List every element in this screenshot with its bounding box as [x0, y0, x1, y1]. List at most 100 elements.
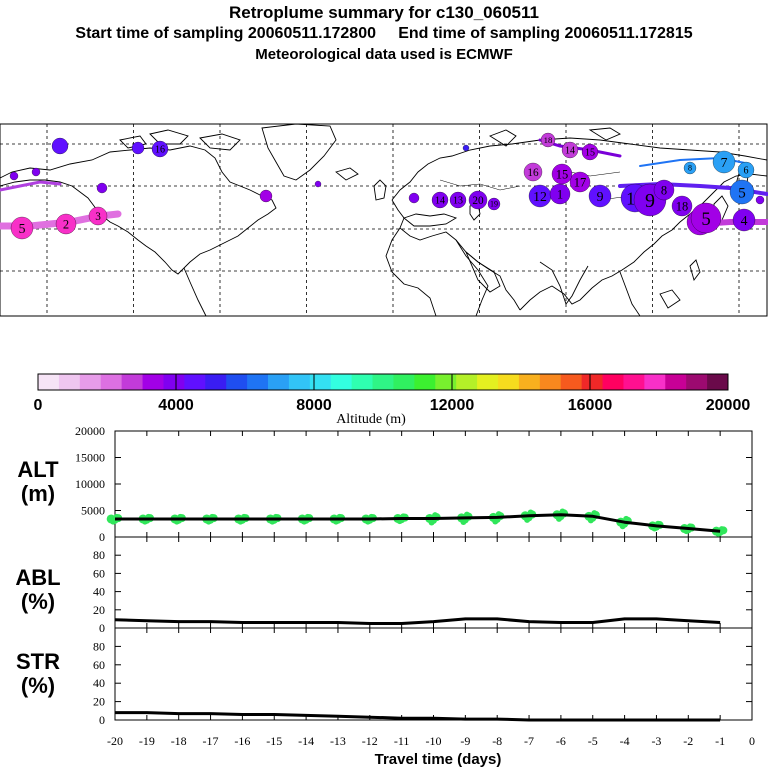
- alt-y-ticks: 20000 15000 10000 5000 0: [75, 424, 752, 544]
- x-tick-label: -10: [426, 734, 442, 748]
- str-y-tick-label: 80: [93, 639, 105, 653]
- abl-panel-unit: (%): [21, 589, 55, 614]
- plume-marker-label: 17: [574, 176, 587, 190]
- alt-scatter-point: [432, 512, 439, 519]
- colorbar-swatch: [581, 374, 604, 390]
- x-tick-label: -8: [492, 734, 502, 748]
- colorbar-swatch: [498, 374, 520, 390]
- plume-marker: [523, 162, 543, 182]
- coast-mediterranean: [403, 213, 458, 227]
- x-tick-label: -15: [266, 734, 282, 748]
- plume-track-purple-west: [0, 180, 62, 192]
- colorbar-swatch: [518, 374, 541, 390]
- plume-marker: [259, 189, 273, 203]
- altitude-colorbar: 0 4000 8000 12000 16000 20000 Altitude (m): [34, 373, 751, 427]
- plume-marker: [712, 150, 736, 174]
- alt-y-tick-label: 10000: [75, 477, 105, 491]
- alt-scatter-point: [110, 518, 117, 525]
- x-tick-label: -19: [139, 734, 155, 748]
- colorbar-swatch: [288, 374, 311, 390]
- plume-marker-label: 20: [472, 195, 484, 207]
- x-tick-label: -12: [362, 734, 378, 748]
- colorbar-swatch: [247, 374, 269, 390]
- x-tick-label: -3: [651, 734, 661, 748]
- plume-markers: 5231614132019161211715181415910981855765…: [9, 132, 765, 240]
- alt-scatter-point: [559, 508, 566, 515]
- colorbar-swatch: [602, 374, 624, 390]
- plume-marker: [431, 191, 449, 209]
- str-y-tick-label: 60: [93, 658, 105, 672]
- abl-y-tick-label: 60: [93, 566, 105, 580]
- plume-marker-label: 5: [738, 185, 746, 201]
- coast-eurasia-north: [391, 137, 768, 201]
- str-y-tick-label: 40: [93, 676, 105, 690]
- alt-y-tick-label: 5000: [81, 504, 105, 518]
- str-y-tick-label: 20: [93, 695, 105, 709]
- series-lines: [114, 513, 721, 722]
- plume-marker: [31, 167, 41, 177]
- plume-marker-label: 3: [95, 211, 101, 223]
- coast-novaya-zemlya: [488, 129, 517, 147]
- colorbar-tick-label: 20000: [706, 397, 751, 414]
- abl-y-tick-label: 40: [93, 585, 105, 599]
- colorbar-swatch: [163, 374, 185, 390]
- alt-scatter-point: [527, 509, 534, 516]
- alt-scatter-point: [460, 519, 467, 526]
- colorbar-swatch: [309, 374, 332, 390]
- end-time-text: End time of sampling 20060511.172815: [398, 25, 693, 42]
- plume-marker: [653, 179, 675, 201]
- plume-marker-label: 18: [676, 200, 689, 214]
- colorbar-tick-label: 12000: [430, 397, 475, 414]
- x-tick-label: -20: [107, 734, 123, 748]
- plume-marker: [581, 143, 599, 161]
- abl-panel-frame: [114, 536, 753, 629]
- plume-marker-label: 15: [556, 168, 569, 182]
- colorbar-swatch: [665, 374, 687, 390]
- plume-marker: [755, 195, 765, 205]
- str-series-line: [115, 711, 721, 722]
- plume-marker: [88, 206, 108, 226]
- alt-panel-label: ALT: [17, 457, 59, 482]
- alt-scatter-point: [495, 511, 502, 518]
- colorbar-swatch: [393, 374, 415, 390]
- colorbar-swatch: [351, 374, 374, 390]
- x-tick-label: -17: [203, 734, 219, 748]
- str-y-ticks: 80 60 40 20 0: [93, 639, 752, 727]
- x-tick-label: -6: [556, 734, 566, 748]
- colorbar-swatch: [560, 374, 583, 390]
- abl-y-tick-label: 80: [93, 548, 105, 562]
- colorbar-swatch: [226, 374, 248, 390]
- colorbar-swatch: [100, 374, 123, 390]
- plume-marker-label: 8: [661, 184, 667, 198]
- plume-marker-label: 15: [585, 148, 595, 159]
- x-tick-label: -4: [620, 734, 630, 748]
- plume-marker: [671, 195, 693, 217]
- plume-marker: [51, 137, 69, 155]
- alt-scatter-point: [463, 511, 470, 518]
- colorbar-swatch: [644, 374, 666, 390]
- plume-marker: [55, 213, 77, 235]
- x-tick-label: -11: [394, 734, 410, 748]
- plume-marker-label: 9: [597, 189, 604, 204]
- coast-eurasia-west: [391, 199, 521, 311]
- plume-marker-label: 4: [741, 213, 748, 228]
- x-tick-label: -5: [588, 734, 598, 748]
- colorbar-swatch: [372, 374, 394, 390]
- plume-marker-label: 6: [744, 166, 749, 177]
- x-tick-label: -16: [234, 734, 250, 748]
- alt-y-tick-label: 15000: [75, 451, 105, 465]
- colorbar-swatch: [142, 374, 164, 390]
- plume-marker-label: 13: [453, 196, 463, 207]
- plume-marker-label: 14: [565, 146, 575, 157]
- chart-title: Retroplume summary for c130_060511: [229, 3, 539, 22]
- plume-marker: [690, 202, 722, 234]
- plume-marker-label: 8: [688, 164, 692, 173]
- plume-marker: [468, 190, 488, 210]
- plume-marker-label: 2: [63, 218, 69, 232]
- alt-scatter-point: [492, 518, 499, 525]
- plume-marker: [487, 197, 501, 211]
- x-tick-marks: [114, 431, 753, 720]
- plume-marker-label: 16: [527, 167, 539, 179]
- colorbar-swatch: [79, 374, 102, 390]
